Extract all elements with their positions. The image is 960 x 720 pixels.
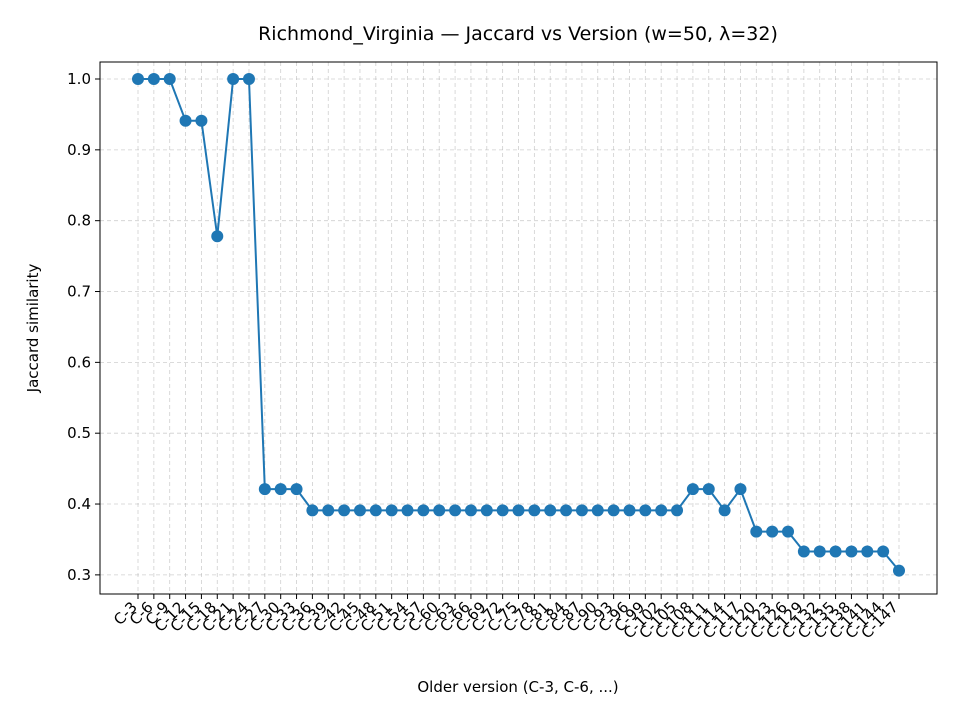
data-point xyxy=(417,504,430,517)
data-point xyxy=(845,545,858,558)
data-point xyxy=(353,504,366,517)
data-point xyxy=(861,545,874,558)
data-point xyxy=(290,483,303,496)
data-point xyxy=(734,483,747,496)
data-point xyxy=(258,483,271,496)
data-point xyxy=(797,545,810,558)
data-point xyxy=(623,504,636,517)
data-point xyxy=(211,230,224,243)
data-point xyxy=(893,564,905,577)
data-point xyxy=(385,504,398,517)
data-point xyxy=(686,483,699,496)
data-point xyxy=(639,504,652,517)
data-point xyxy=(750,525,763,538)
y-tick-label: 0.5 xyxy=(67,424,91,442)
data-point xyxy=(718,504,731,517)
data-point xyxy=(655,504,668,517)
data-point xyxy=(544,504,557,517)
data-point xyxy=(195,114,208,127)
data-point xyxy=(671,504,684,517)
y-tick-label: 0.7 xyxy=(67,283,91,301)
data-point xyxy=(829,545,842,558)
data-point xyxy=(227,73,240,86)
data-point xyxy=(147,73,160,86)
y-axis-label: Jaccard similarity xyxy=(24,264,42,394)
data-point xyxy=(782,525,795,538)
data-point xyxy=(766,525,779,538)
x-axis-label: Older version (C-3, C-6, ...) xyxy=(417,678,618,696)
data-point xyxy=(338,504,351,517)
data-point xyxy=(132,73,144,86)
data-point xyxy=(512,504,525,517)
data-point xyxy=(591,504,604,517)
data-point xyxy=(433,504,446,517)
data-point xyxy=(401,504,414,517)
data-point xyxy=(813,545,826,558)
y-tick-label: 0.8 xyxy=(67,212,91,230)
data-point xyxy=(528,504,541,517)
data-point xyxy=(607,504,620,517)
data-point xyxy=(496,504,509,517)
data-point xyxy=(306,504,319,517)
data-point xyxy=(179,114,192,127)
y-tick-label: 0.9 xyxy=(67,141,91,159)
chart-title: Richmond_Virginia — Jaccard vs Version (… xyxy=(258,23,778,45)
plot-frame xyxy=(99,61,938,595)
data-point xyxy=(322,504,335,517)
data-point xyxy=(274,483,287,496)
y-tick-label: 0.6 xyxy=(67,353,91,371)
data-point xyxy=(464,504,477,517)
data-point xyxy=(560,504,573,517)
data-point xyxy=(480,504,493,517)
data-point xyxy=(575,504,588,517)
y-tick-label: 0.3 xyxy=(67,566,91,584)
y-tick-label: 1.0 xyxy=(67,70,91,88)
data-point xyxy=(449,504,462,517)
data-point xyxy=(877,545,890,558)
y-tick-label: 0.4 xyxy=(67,495,91,513)
data-point xyxy=(702,483,715,496)
data-point xyxy=(242,73,255,86)
data-point xyxy=(369,504,382,517)
data-point xyxy=(163,73,176,86)
